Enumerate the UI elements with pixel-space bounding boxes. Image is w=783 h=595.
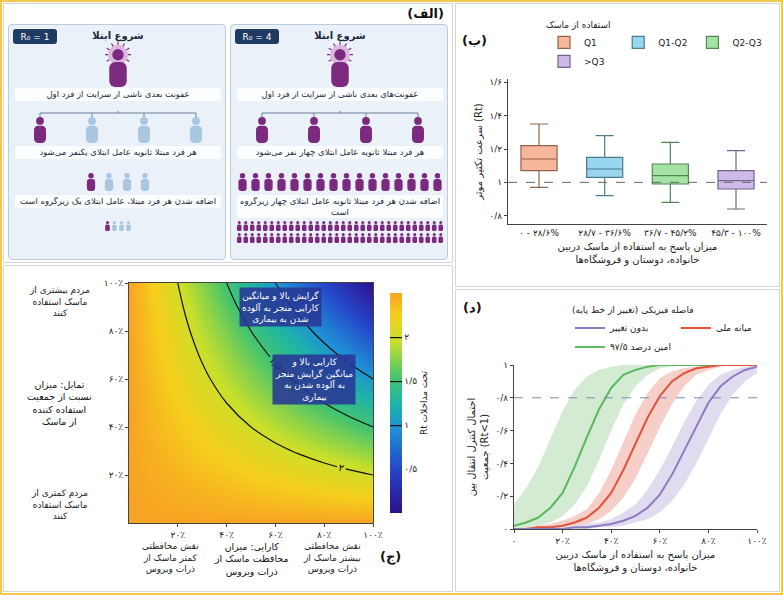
svg-text:۲۰٪: ۲۰٪ (171, 530, 186, 540)
svg-text:۱۰۰٪: ۱۰۰٪ (104, 278, 124, 288)
svg-text:۶۰٪: ۶۰٪ (109, 374, 124, 384)
svg-text:(د): (د) (463, 300, 482, 315)
svg-text:(ب): (ب) (462, 33, 487, 48)
svg-text:۲: ۲ (337, 462, 345, 474)
html-text:شروع ابتلا: شروع ابتلا (92, 30, 144, 41)
svg-text:۸۰٪: ۸۰٪ (317, 530, 332, 540)
html-text:هر فرد مبتلا ثانویه عامل ابتلا: هر فرد مبتلا ثانویه عامل ابتلای چهار نفر… (255, 147, 425, 157)
svg-text:۱/۵: ۱/۵ (267, 354, 285, 372)
html-text:اضافه شدن هر فرد مبتلا ثانویه: اضافه شدن هر فرد مبتلا ثانویه عامل ابتلا… (240, 196, 440, 217)
svg-text:۰/۵: ۰/۵ (404, 464, 417, 474)
svg-text:مردم بیشتری ازماسک استفادهکنند: مردم بیشتری ازماسک استفادهکنند (29, 285, 90, 318)
svg-text:۱/۲: ۱/۲ (489, 144, 502, 154)
svg-text:نقش محافظتیبیشتر ماسک ازذرات و: نقش محافظتیبیشتر ماسک ازذرات ویروس (303, 541, 361, 574)
svg-text:R₀ = 1: R₀ = 1 (21, 32, 50, 42)
html-text:اضافه شدن هر فرد مبتلا، عامل ا: اضافه شدن هر فرد مبتلا، عامل ابتلای یک ز… (20, 196, 216, 206)
svg-text:۶۰٪: ۶۰٪ (653, 536, 668, 546)
svg-text:میزان پاسخ به استفاده از ماسک: میزان پاسخ به استفاده از ماسک دربینخانوا… (556, 549, 716, 574)
svg-text:۱/۶: ۱/۶ (489, 77, 502, 87)
svg-text:۴۰٪: ۴۰٪ (219, 530, 234, 540)
html-text:عفونت‌های بعدی ناشی از سرایت ا: عفونت‌های بعدی ناشی از سرایت از فرد اول (261, 89, 419, 99)
svg-text:۱۰۰٪: ۱۰۰٪ (747, 536, 767, 546)
html-text:هر فرد مبتلا ثانویه عامل ابتلا: هر فرد مبتلا ثانویه عامل ابتلای یکنفر می… (39, 147, 197, 157)
svg-text:۰/۶: ۰/۶ (495, 426, 508, 436)
svg-text:۰/۴: ۰/۴ (495, 459, 508, 469)
svg-text:۶۰٪: ۶۰٪ (268, 530, 283, 540)
svg-text:Q1: Q1 (584, 38, 597, 48)
svg-text:Q2-Q3: Q2-Q3 (732, 38, 761, 48)
svg-text:(ج): (ج) (380, 549, 401, 565)
svg-text:۲: ۲ (404, 332, 409, 342)
svg-text:مردم کمتری ازماسک استفادهکنند: مردم کمتری ازماسک استفادهکنند (31, 488, 88, 521)
svg-text:۹۷/۵ امین درصد: ۹۷/۵ امین درصد (610, 342, 671, 352)
svg-text:>Q3: >Q3 (584, 57, 604, 67)
svg-text:۱: ۱ (404, 420, 409, 430)
svg-text:Rt تحت مداخلات: Rt تحت مداخلات (419, 370, 429, 435)
svg-text:کارایی: میزانمحافظت ماسک ازذرا: کارایی: میزانمحافظت ماسک ازذرات ویروس (214, 541, 289, 577)
svg-text:۰/۲: ۰/۲ (495, 491, 508, 501)
svg-text:۲۰٪: ۲۰٪ (555, 536, 570, 546)
svg-text:میانه ملی: میانه ملی (716, 323, 752, 333)
svg-text:۱: ۱ (497, 177, 502, 187)
svg-text:۲۰٪: ۲۰٪ (109, 470, 124, 480)
svg-text:۸۰٪: ۸۰٪ (701, 536, 716, 546)
svg-text:۱۰۰٪: ۱۰۰٪ (363, 530, 383, 540)
svg-text:۰: ۰ (512, 536, 517, 546)
svg-text:۴۵/۳ - ۱۰۰%: ۴۵/۳ - ۱۰۰% (711, 228, 761, 238)
svg-text:فاصله فیزیکی (تغییر از خط پایه: فاصله فیزیکی (تغییر از خط پایه) (572, 305, 694, 315)
svg-text:R₀ = 4: R₀ = 4 (243, 32, 272, 42)
html-text:(الف): (الف) (407, 6, 444, 21)
svg-text:۴۰٪: ۴۰٪ (604, 536, 619, 546)
svg-text:۰/۸: ۰/۸ (495, 393, 508, 403)
svg-text:احتمال کنترل انتقال بینجمعیت (: احتمال کنترل انتقال بینجمعیت (Rt<1) (466, 398, 490, 497)
svg-text:تمایل: میزاننسبت از جمعیتاستفا: تمایل: میزاننسبت از جمعیتاستفاده کنندهاز… (27, 379, 92, 427)
svg-text:۸۰٪: ۸۰٪ (109, 326, 124, 336)
svg-text:کارایی بالا ومیانگین گرایش منج: کارایی بالا ومیانگین گرایش منجربه آلوده … (275, 357, 353, 402)
svg-text:۱: ۱ (503, 360, 508, 370)
html-text:عفونت بعدی ناشی از سرایت از فر: عفونت بعدی ناشی از سرایت از فرد اول (46, 89, 190, 99)
svg-text:استفاده از ماسک: استفاده از ماسک (546, 20, 611, 30)
svg-text:Q1-Q2: Q1-Q2 (658, 38, 687, 48)
svg-text:۰: ۰ (503, 524, 508, 534)
svg-text:۰ - ۲۸/۶%: ۰ - ۲۸/۶% (519, 228, 559, 238)
svg-text:۱/۴: ۱/۴ (489, 111, 502, 121)
svg-text:گرایش بالا و میانگینکارایی منج: گرایش بالا و میانگینکارایی منجر به آلوده… (242, 290, 319, 324)
svg-text:نقش محافظتیکمتر ماسک ازذرات وی: نقش محافظتیکمتر ماسک ازذرات ویروس (142, 541, 199, 574)
svg-text:۰/۸: ۰/۸ (489, 211, 502, 221)
svg-text:سرعت تکثیر موثر (Rt): سرعت تکثیر موثر (Rt) (473, 103, 484, 201)
svg-text:بدون تغییر: بدون تغییر (609, 323, 648, 333)
svg-text:میزان پاسخ به استفاده از ماسک: میزان پاسخ به استفاده از ماسک دربینخانوا… (558, 241, 718, 266)
svg-text:۴۰٪: ۴۰٪ (109, 422, 124, 432)
html-text:شروع ابتلا: شروع ابتلا (314, 30, 366, 41)
svg-text:۱/۵: ۱/۵ (404, 376, 417, 386)
svg-text:۳۶/۷ - ۴۵/۲%: ۳۶/۷ - ۴۵/۲% (644, 228, 697, 238)
svg-text:۲۸/۷ - ۳۶/۶%: ۲۸/۷ - ۳۶/۶% (578, 228, 631, 238)
svg-text:۱: ۱ (340, 355, 351, 367)
